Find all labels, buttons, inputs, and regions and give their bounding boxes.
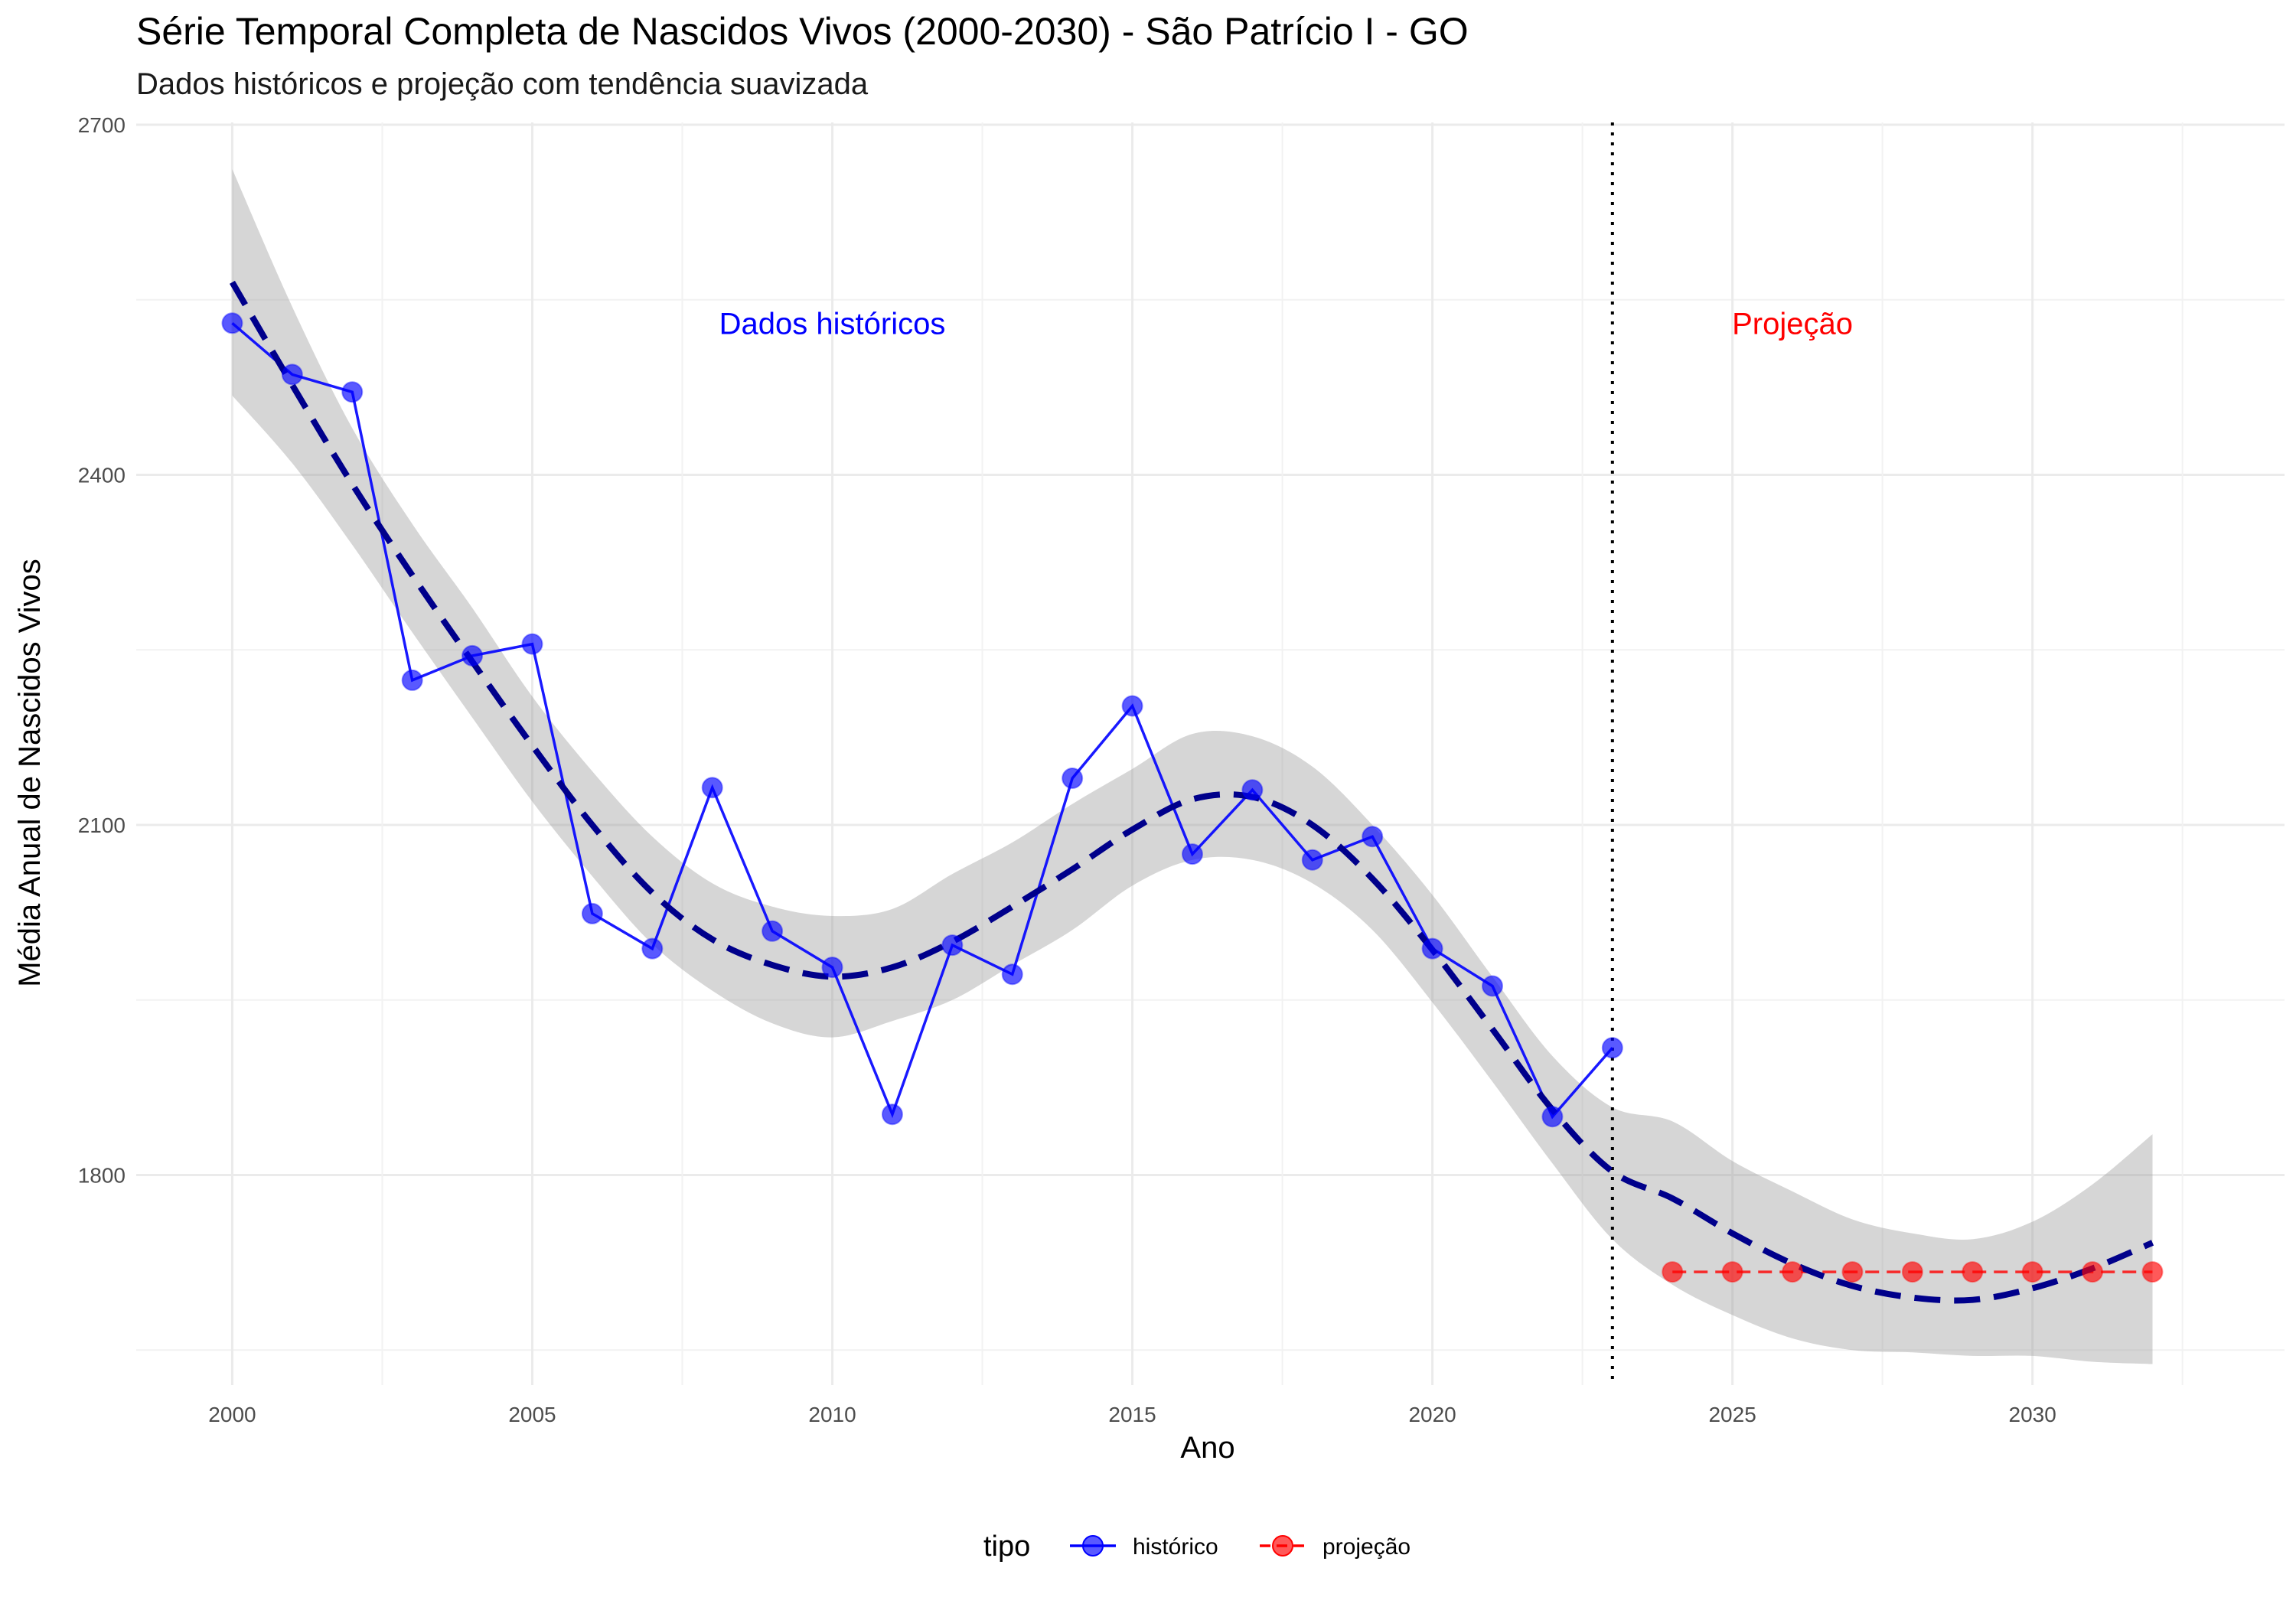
data-point-0 — [461, 644, 484, 667]
grid-layer — [136, 122, 2285, 1385]
data-point-0 — [1121, 695, 1143, 717]
x-tick-label: 2020 — [1408, 1403, 1456, 1426]
data-point-1 — [1841, 1261, 1864, 1283]
data-point-0 — [821, 957, 843, 979]
data-point-1 — [1721, 1261, 1743, 1283]
chart-title: Série Temporal Completa de Nascidos Vivo… — [136, 10, 1469, 53]
ticks-layer: 2000 2005 2010 2015 2020 2025 2030 1800 2100 2400… — [78, 113, 2056, 1426]
data-point-0 — [762, 920, 784, 942]
series-line-0 — [231, 321, 1614, 1120]
data-point-0 — [401, 669, 423, 691]
data-point-1 — [1962, 1261, 1984, 1283]
x-tick-label: 2015 — [1108, 1403, 1156, 1426]
confidence-band-layer — [232, 168, 2153, 1364]
data-point-0 — [1001, 963, 1023, 986]
legend-key-point-0 — [1082, 1535, 1104, 1556]
chart-subtitle: Dados históricos e projeção com tendênci… — [136, 67, 869, 101]
y-axis-title: Média Anual de Nascidos Vivos — [13, 559, 47, 987]
legend-label-0: histórico — [1133, 1534, 1218, 1560]
legend-label-1: projeção — [1322, 1534, 1411, 1560]
data-point-0 — [281, 363, 303, 386]
data-point-0 — [521, 633, 543, 655]
data-point-0 — [941, 934, 964, 957]
data-point-0 — [1241, 779, 1264, 801]
data-point-0 — [701, 777, 723, 799]
data-point-1 — [2141, 1261, 2164, 1283]
data-point-0 — [1362, 826, 1384, 848]
confidence-band — [232, 168, 2153, 1364]
data-point-0 — [1482, 975, 1504, 997]
annotations-layer: Dados históricos Projeção — [719, 307, 1853, 341]
x-tick-label: 2025 — [1708, 1403, 1756, 1426]
y-tick-label: 1800 — [78, 1164, 126, 1188]
x-tick-label: 2000 — [208, 1403, 256, 1426]
data-point-1 — [2021, 1261, 2043, 1283]
legend: tipo histórico projeção — [983, 1530, 1411, 1563]
data-point-0 — [1601, 1037, 1623, 1059]
data-point-0 — [1421, 937, 1443, 960]
data-point-0 — [1301, 849, 1323, 871]
points-layer — [221, 312, 2164, 1283]
data-point-1 — [2082, 1261, 2104, 1283]
y-tick-label: 2100 — [78, 813, 126, 837]
annotation-label: Dados históricos — [719, 307, 946, 341]
data-point-1 — [1782, 1261, 1804, 1283]
data-point-1 — [1662, 1261, 1684, 1283]
x-axis-title: Ano — [1180, 1431, 1234, 1465]
trend-line — [229, 280, 2154, 1304]
x-tick-label: 2005 — [508, 1403, 556, 1426]
data-point-0 — [1062, 768, 1084, 790]
data-point-0 — [641, 937, 664, 960]
data-point-0 — [221, 312, 243, 334]
legend-key-point-1 — [1272, 1535, 1293, 1556]
data-point-0 — [1181, 843, 1203, 865]
y-tick-label: 2400 — [78, 464, 126, 487]
data-point-0 — [881, 1103, 903, 1126]
x-tick-label: 2030 — [2009, 1403, 2056, 1426]
y-tick-label: 2700 — [78, 113, 126, 137]
data-point-0 — [341, 381, 364, 403]
data-point-0 — [581, 902, 603, 924]
data-point-1 — [1901, 1261, 1923, 1283]
legend-title: tipo — [983, 1530, 1030, 1563]
data-point-0 — [1541, 1106, 1564, 1128]
annotation-label: Projeção — [1732, 307, 1853, 341]
trend-layer — [229, 280, 2154, 1304]
x-tick-label: 2010 — [808, 1403, 856, 1426]
